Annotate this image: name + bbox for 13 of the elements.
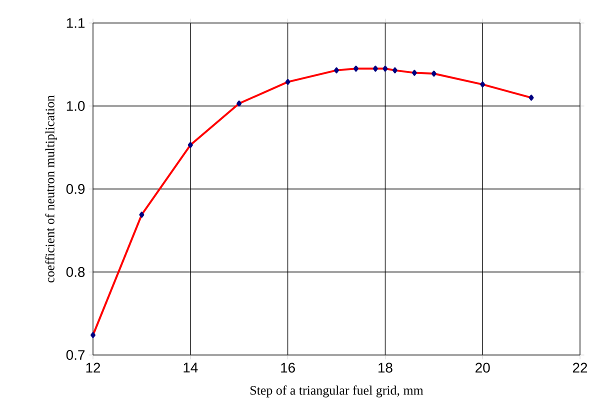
y-tick-label: 0.9: [66, 184, 85, 194]
y-tick-label: 1.0: [66, 101, 85, 111]
x-tick-label: 20: [476, 362, 490, 373]
y-tick-label: 0.7: [66, 350, 85, 360]
y-axis-title: coefficient of neutron multiplication: [45, 95, 57, 282]
x-tick-label: 16: [281, 362, 295, 373]
x-tick-label: 12: [86, 362, 100, 373]
x-tick-label: 14: [184, 362, 198, 372]
x-tick-label: 22: [572, 362, 588, 373]
x-axis-title: Step of a triangular fuel grid, mm: [250, 385, 424, 398]
x-tick-label: 18: [378, 362, 392, 373]
y-tick-label: 0.8: [66, 267, 85, 277]
y-tick-label: 1.1: [66, 18, 85, 28]
